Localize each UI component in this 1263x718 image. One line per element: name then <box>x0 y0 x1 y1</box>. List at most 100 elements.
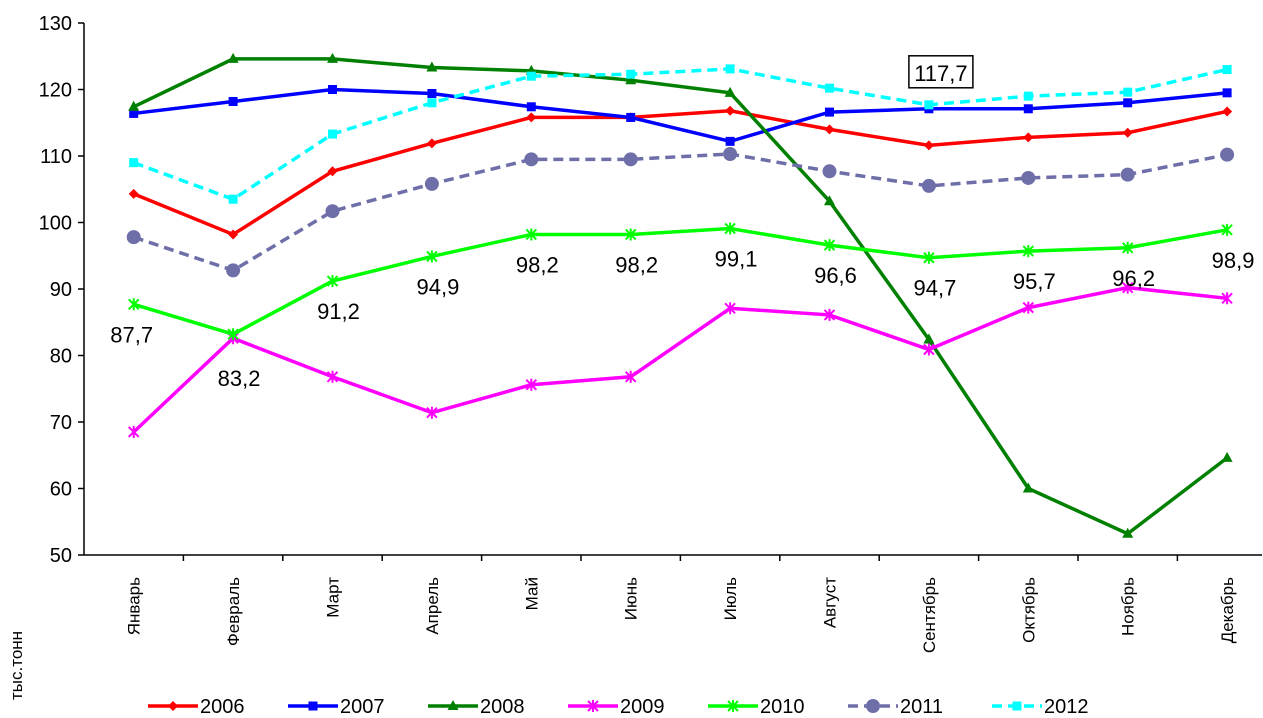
y-tick-label: 90 <box>50 279 72 301</box>
x-tick-label: Ноябрь <box>1119 577 1138 636</box>
x-tick-label: Февраль <box>224 577 243 646</box>
marker <box>1123 98 1133 108</box>
marker <box>1012 701 1022 711</box>
marker <box>626 69 636 79</box>
y-tick-label: 70 <box>50 412 72 434</box>
series-line <box>133 226 1228 337</box>
marker <box>923 140 934 151</box>
marker <box>1120 167 1135 182</box>
marker <box>168 701 178 711</box>
y-tick-label: 50 <box>50 545 72 567</box>
marker <box>129 108 139 118</box>
legend-label: 2011 <box>900 696 943 718</box>
marker <box>1023 132 1034 143</box>
marker <box>328 85 337 94</box>
marker <box>328 129 337 139</box>
marker <box>1122 527 1134 538</box>
marker <box>226 263 241 278</box>
marker <box>822 164 837 179</box>
x-tick-label: Май <box>522 577 541 610</box>
legend-label: 2010 <box>760 696 805 718</box>
series-line <box>133 87 1228 144</box>
series-line <box>132 285 1228 434</box>
legend-item: 2010 <box>708 696 805 718</box>
y-tick-label: 80 <box>50 346 72 368</box>
data-label: 94,7 <box>913 276 956 301</box>
marker <box>525 378 538 391</box>
data-label: 91,2 <box>317 299 360 324</box>
marker <box>1222 88 1232 98</box>
series-line <box>133 152 1228 273</box>
data-label: 87,7 <box>110 322 153 347</box>
marker <box>823 239 836 252</box>
marker <box>924 100 934 110</box>
marker <box>426 61 438 72</box>
marker <box>524 152 539 167</box>
marker <box>1123 87 1133 97</box>
marker <box>1122 127 1133 138</box>
x-tick-label: Март <box>324 577 343 618</box>
marker <box>128 188 139 199</box>
marker <box>923 251 935 264</box>
series <box>128 105 1233 240</box>
marker <box>1222 106 1233 117</box>
marker <box>625 74 637 85</box>
marker <box>426 250 438 263</box>
marker <box>127 298 140 311</box>
series <box>129 64 1232 204</box>
legend-item: 2009 <box>568 696 665 718</box>
marker <box>1022 245 1035 258</box>
series <box>129 85 1232 146</box>
marker <box>725 64 735 74</box>
marker <box>526 102 536 112</box>
marker <box>825 83 834 93</box>
marker <box>725 105 736 116</box>
series-line <box>132 57 1229 536</box>
marker <box>228 194 238 204</box>
legend-item: 2007 <box>288 696 385 718</box>
marker <box>129 158 139 168</box>
legend-label: 2007 <box>340 696 385 718</box>
marker <box>624 370 637 383</box>
marker <box>128 100 140 111</box>
marker <box>447 700 459 710</box>
marker <box>1022 482 1034 493</box>
marker <box>1222 65 1232 75</box>
x-tick-label: Апрель <box>423 577 442 635</box>
series <box>126 147 1235 278</box>
marker <box>426 138 437 149</box>
marker <box>623 152 638 167</box>
y-tick-label: 130 <box>39 13 72 35</box>
x-tick-label: Январь <box>125 577 144 635</box>
series <box>127 222 1233 341</box>
marker <box>227 52 239 63</box>
marker <box>327 52 338 63</box>
x-tick-label: Июль <box>721 577 740 621</box>
marker <box>326 275 339 288</box>
marker <box>823 308 836 321</box>
marker <box>587 700 599 712</box>
marker <box>724 222 736 235</box>
marker <box>1021 170 1036 185</box>
series <box>127 281 1233 438</box>
marker <box>724 86 736 97</box>
marker <box>723 147 738 162</box>
y-tick-label: 110 <box>40 146 72 168</box>
x-tick-label: Август <box>821 577 840 628</box>
marker <box>1023 104 1033 114</box>
marker <box>626 112 636 122</box>
marker <box>525 228 538 241</box>
marker <box>1221 223 1233 236</box>
legend-item: 2012 <box>992 696 1089 718</box>
y-tick-label: 120 <box>39 80 72 102</box>
x-tick-label: Июнь <box>622 577 641 620</box>
legend-item: 2006 <box>148 696 245 718</box>
legend-item: 2008 <box>428 696 525 718</box>
marker <box>308 701 318 711</box>
marker <box>526 71 536 81</box>
marker <box>1121 241 1134 254</box>
marker <box>127 425 140 438</box>
data-label: 98,2 <box>516 252 559 277</box>
marker <box>227 328 239 341</box>
